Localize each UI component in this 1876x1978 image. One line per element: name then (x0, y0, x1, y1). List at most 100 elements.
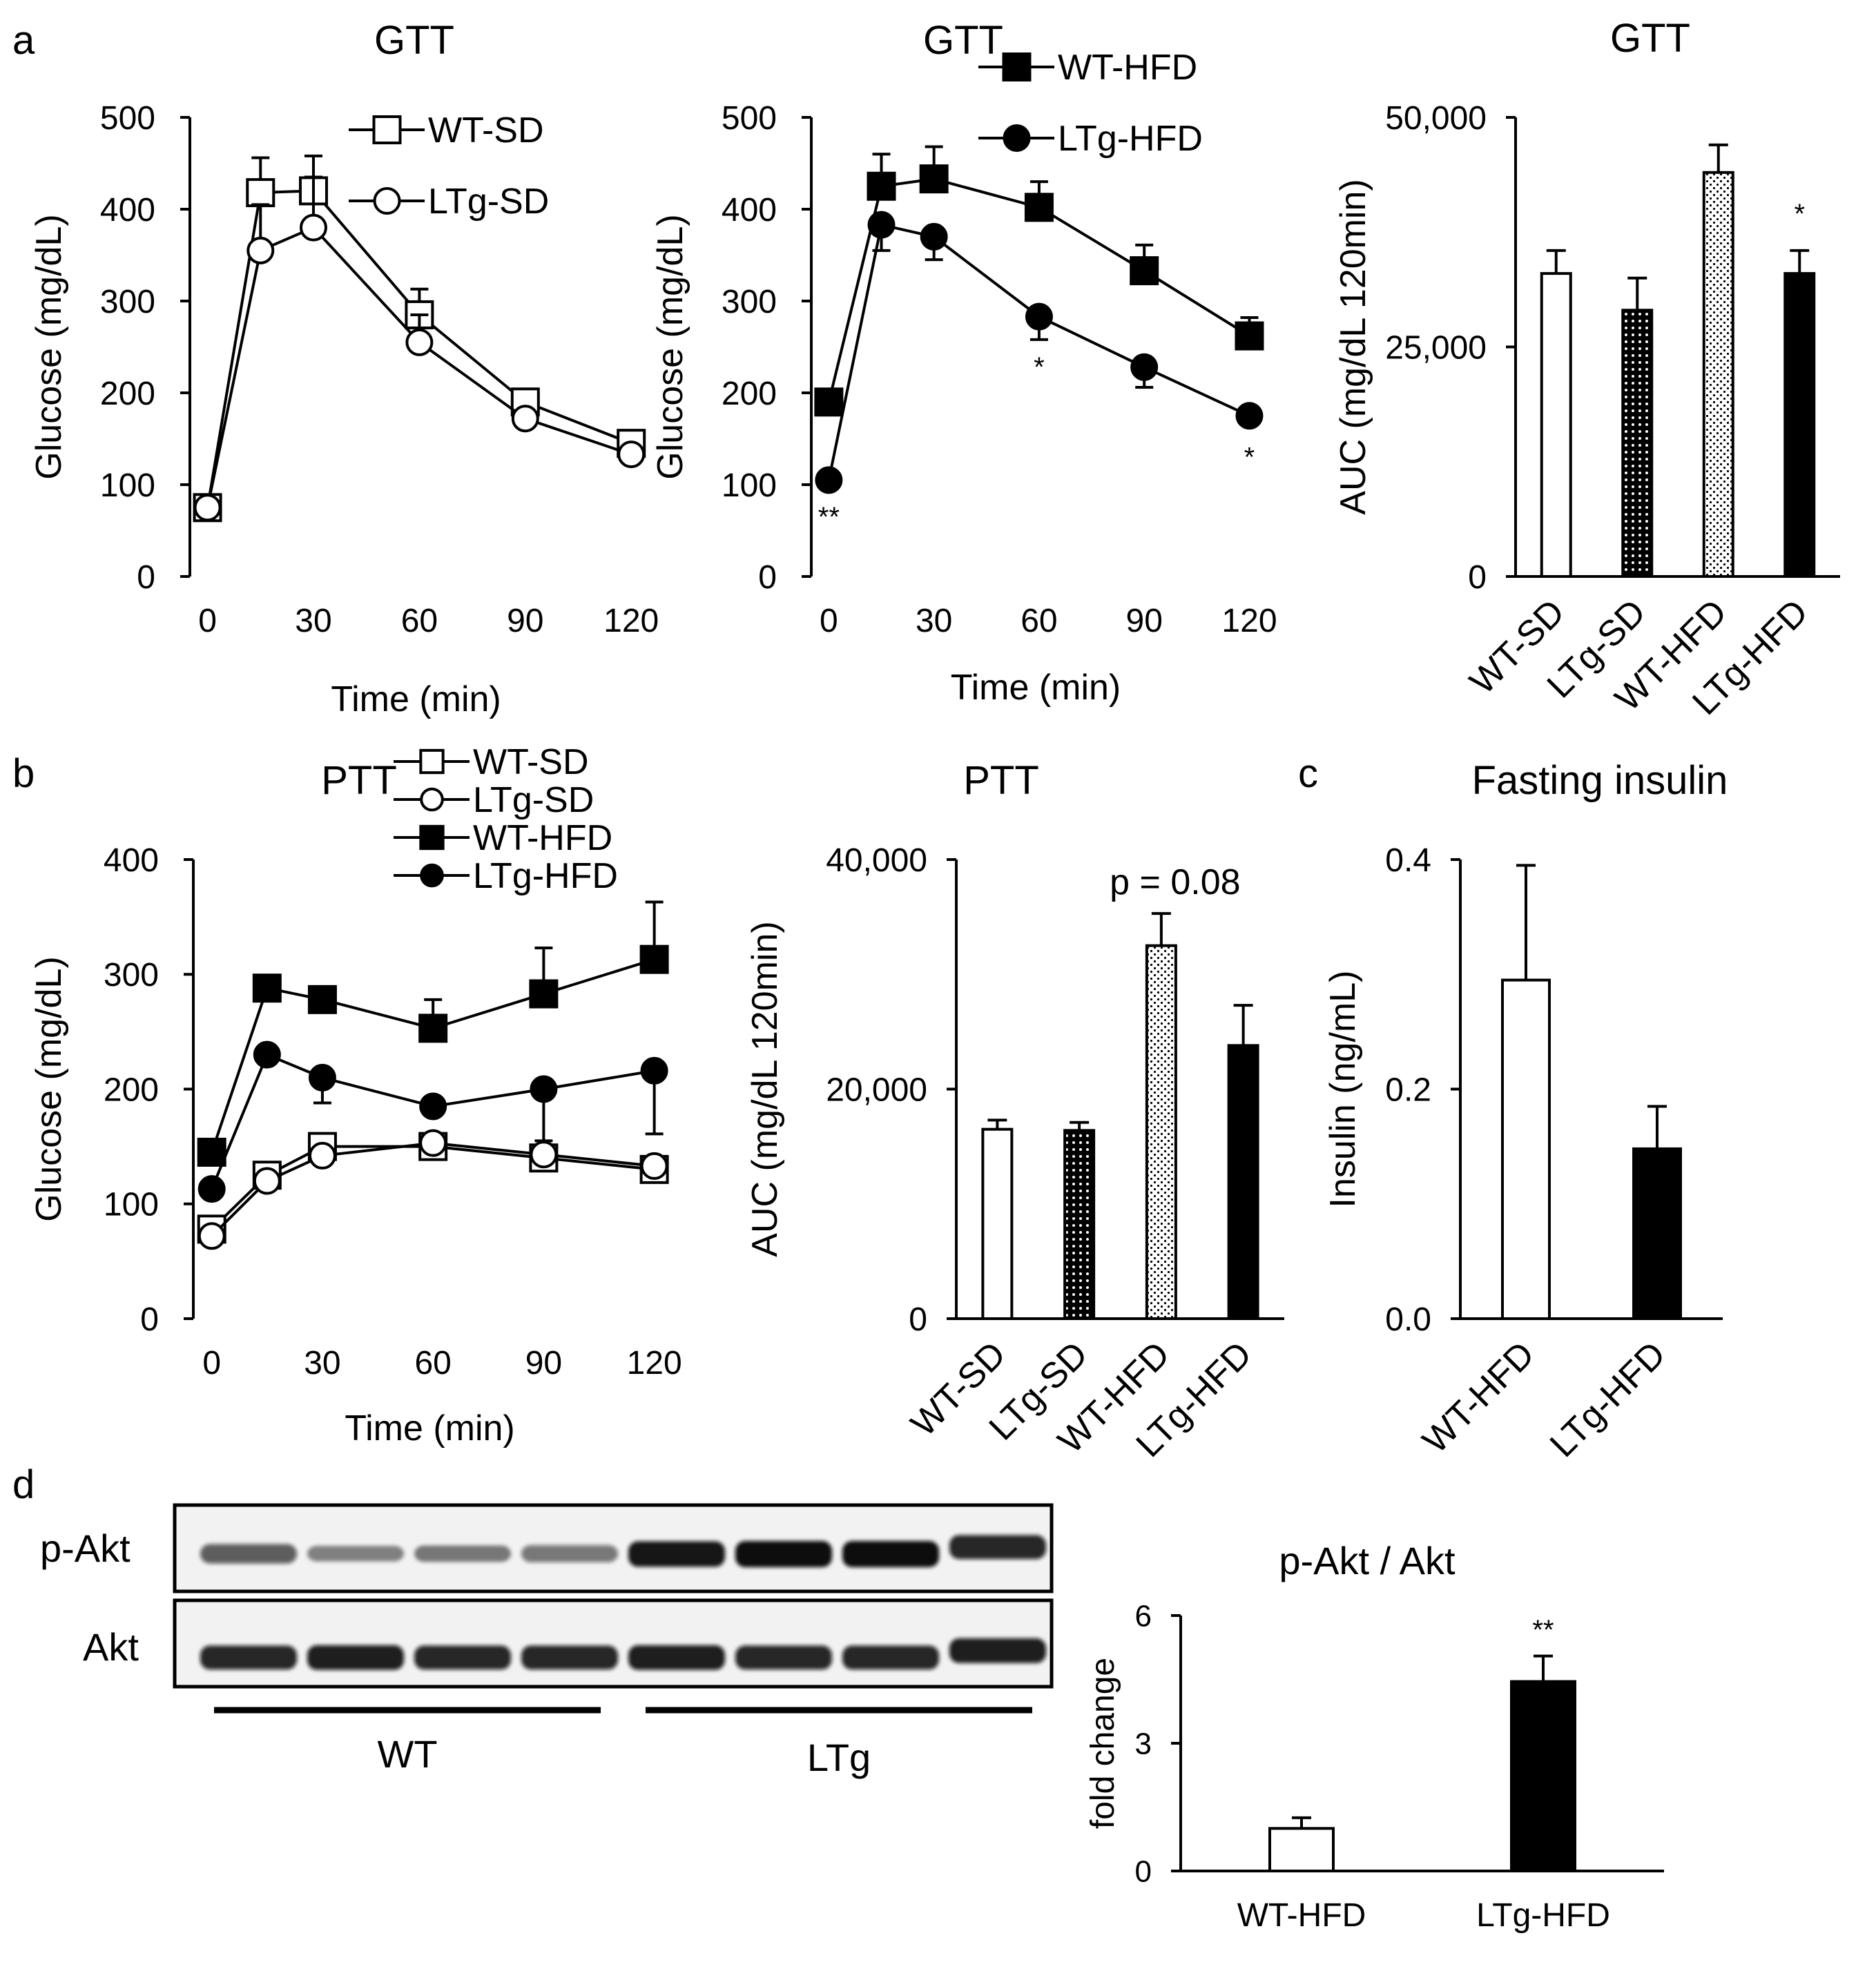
blot-band-akt-lane-4 (521, 1645, 618, 1670)
chart-title: p-Akt / Akt (1279, 1539, 1456, 1582)
y-tick-label: 50,000 (1385, 100, 1487, 137)
x-tick-label: WT-HFD (1237, 1897, 1366, 1934)
y-tick-label: 300 (104, 957, 159, 993)
legend-entry: LTg-HFD (1058, 119, 1203, 159)
significance-marker: ** (818, 502, 840, 532)
y-tick-label: 25,000 (1385, 329, 1487, 366)
y-tick-label: 20,000 (826, 1072, 927, 1108)
significance-marker: * (1034, 352, 1045, 382)
x-tick-label: 0 (198, 603, 217, 639)
wt-sd-point (246, 178, 275, 208)
x-tick-label: 120 (1221, 603, 1277, 639)
blot-band-akt-lane-8 (949, 1638, 1046, 1663)
blot-group-label-wt: WT (377, 1732, 437, 1776)
y-axis-label: fold change (1085, 1658, 1121, 1829)
wt-hfd-point (919, 164, 949, 194)
y-tick-label: 200 (100, 376, 155, 412)
ltg-hfd-series-line (210, 1053, 655, 1190)
ltg-hfd-point (815, 466, 843, 494)
y-tick-label: 0 (1468, 559, 1487, 596)
x-tick-label: 60 (1021, 603, 1057, 639)
chart-title: PTT (321, 758, 397, 803)
y-tick-label: 3 (1135, 1727, 1152, 1761)
wt-hfd-point (1024, 193, 1054, 222)
ltg-sd-point (246, 236, 275, 264)
western-blot: p-Akt Akt WT LTg (40, 1503, 1054, 1779)
x-tick-label: 60 (401, 603, 438, 639)
blot-bands-akt (200, 1638, 1046, 1670)
ltg-hfd-point (419, 1092, 447, 1121)
blot-band-akt-lane-5 (628, 1645, 725, 1670)
x-tick-label: 90 (525, 1345, 562, 1381)
fasting-insulin-bar-chart: Fasting insulin 0.0 0.2 0.4 Insulin (ng/mL) W… (1323, 758, 1728, 1465)
wt-hfd-point (1235, 321, 1264, 351)
blot-row-label-pakt: p-Akt (40, 1526, 130, 1570)
legend-marker (1002, 52, 1032, 81)
x-tick-label: 120 (603, 603, 659, 639)
wt-hfd-bar (1268, 1827, 1335, 1872)
ltg-hfd-bar (1510, 1680, 1576, 1872)
wt-hfd-point (867, 171, 896, 201)
blot-band-p-akt-lane-8 (949, 1535, 1046, 1560)
ltg-sd-point (419, 1129, 447, 1157)
legend-marker (419, 824, 445, 851)
ltg-hfd-bar (1783, 272, 1816, 578)
wt-hfd-point (1130, 256, 1159, 286)
x-tick-label: LTg-HFD (1543, 1334, 1673, 1464)
wt-hfd-series-line (210, 958, 655, 1153)
significance-marker: * (1244, 442, 1255, 472)
wt-hfd-point (639, 944, 669, 974)
x-tick-label: 120 (627, 1345, 682, 1381)
y-axis-label: Glucose (mg/dL) (29, 214, 69, 479)
ltg-sd-point (193, 494, 222, 522)
chart-title: Fasting insulin (1472, 758, 1728, 803)
ltg-hfd-point (867, 211, 896, 239)
legend-marker (419, 748, 445, 775)
y-tick-label: 0 (137, 559, 155, 596)
blot-band-p-akt-lane-1 (200, 1544, 297, 1564)
wt-sd-bar (1540, 272, 1572, 578)
y-tick-label: 0 (909, 1301, 927, 1338)
x-tick-label: WT-HFD (1415, 1334, 1543, 1461)
blot-band-akt-lane-7 (842, 1645, 939, 1670)
x-tick-label: 90 (1126, 603, 1163, 639)
ltg-sd-point (530, 1141, 558, 1169)
x-tick-label: 30 (304, 1345, 340, 1381)
pakt-akt-bar-chart: p-Akt / Akt 0 3 6 fold change WT-HFD LTg-HFD ** (1085, 1539, 1664, 1934)
wt-hfd-point (252, 973, 282, 1003)
chart-title: GTT (374, 18, 454, 63)
chart-title: GTT (923, 18, 1003, 63)
y-tick-label: 0 (1135, 1854, 1152, 1888)
y-tick-label: 6 (1135, 1599, 1152, 1633)
ltg-sd-point (405, 328, 434, 356)
panel-label-a: a (12, 18, 35, 63)
x-tick-label: 90 (507, 603, 543, 639)
ltg-hfd-point (920, 222, 948, 251)
ltg-hfd-bar (1632, 1147, 1682, 1320)
y-tick-label: 40,000 (826, 842, 927, 879)
blot-band-p-akt-lane-2 (307, 1546, 404, 1562)
y-tick-label: 300 (722, 284, 777, 320)
chart-annotation: ** (1532, 1615, 1554, 1645)
legend-marker (373, 187, 401, 215)
wt-hfd-point (529, 979, 559, 1009)
panel-label-c: c (1298, 751, 1318, 796)
ltg-sd-point (299, 213, 327, 242)
gtt-hfd-line-chart: GTT 0 100 200 300 400 500 0 30 60 90 120 Time (min) G… (650, 18, 1277, 708)
ltg-hfd-bar (1227, 1044, 1259, 1320)
ptt-line-chart: PTT 0 100 200 300 400 0 30 60 90 120 Time (min) Gluc… (29, 742, 682, 1448)
ltg-sd-point (253, 1167, 281, 1195)
x-tick-label: 0 (820, 603, 838, 639)
panel-label-b: b (12, 751, 35, 796)
wt-hfd-bar (1501, 978, 1551, 1320)
legend-entry: WT-HFD (473, 818, 612, 858)
wt-hfd-bar (1702, 171, 1734, 579)
chart-annotation: * (1794, 199, 1805, 229)
wt-hfd-point (307, 985, 337, 1014)
x-tick-label: 30 (916, 603, 952, 639)
ltg-hfd-point (1025, 302, 1053, 331)
x-tick-label: 0 (202, 1345, 221, 1381)
ltg-sd-series-line (206, 226, 632, 508)
x-axis-label: Time (min) (331, 679, 501, 719)
